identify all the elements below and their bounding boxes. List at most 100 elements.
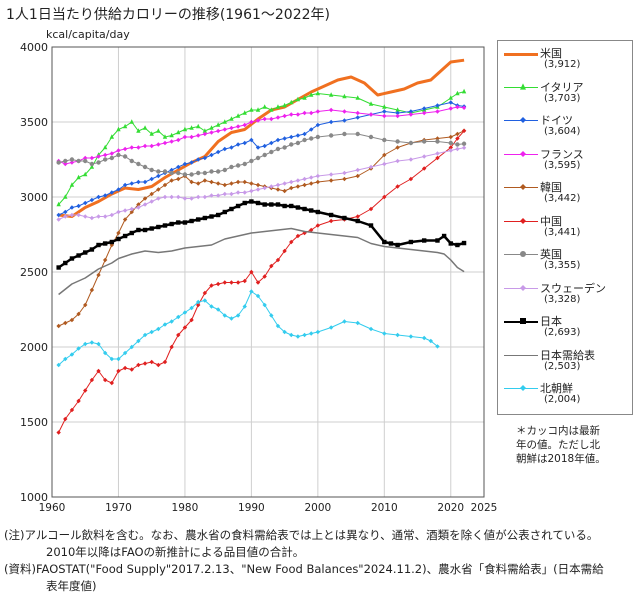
data-point [408, 112, 414, 117]
data-point [461, 105, 467, 110]
legend-entry: ドイツ (3,604) [498, 114, 632, 140]
data-point [156, 173, 161, 179]
data-point [355, 214, 360, 219]
data-point [169, 178, 174, 183]
data-point [315, 90, 321, 96]
data-point [209, 152, 214, 158]
data-point [136, 145, 141, 150]
data-point [89, 340, 95, 345]
note-line-4: 表年度値) [46, 579, 97, 593]
data-point [342, 131, 347, 137]
data-point [202, 298, 208, 303]
data-point [56, 217, 61, 222]
data-point [69, 212, 75, 218]
data-point [215, 281, 221, 287]
data-point [455, 131, 460, 137]
data-point [355, 110, 360, 116]
data-point [142, 361, 148, 366]
data-point [109, 239, 115, 245]
data-point [76, 174, 81, 180]
data-point [242, 200, 247, 206]
data-point [309, 227, 314, 233]
data-point [275, 202, 281, 207]
data-point [289, 112, 294, 117]
legend-marker [520, 117, 526, 123]
data-point [142, 202, 148, 207]
data-point [269, 140, 274, 146]
legend-entry: 北朝鮮 (2,004) [498, 382, 632, 408]
data-point [262, 185, 267, 191]
data-point [295, 233, 301, 239]
data-point [262, 143, 267, 149]
data-point [96, 160, 101, 165]
data-point [421, 154, 427, 159]
data-point [255, 182, 261, 188]
data-point [76, 212, 81, 218]
data-point [109, 380, 115, 386]
data-point [196, 157, 201, 162]
data-point [269, 107, 274, 112]
data-point [328, 92, 334, 97]
legend-value: (2,693) [544, 327, 581, 338]
data-point [229, 164, 234, 170]
plot-frame [51, 46, 485, 498]
y-tick-label: 2500 [20, 266, 48, 279]
data-point [235, 313, 241, 318]
legend-entry: 日本需給表 (2,503) [498, 349, 632, 375]
data-point [122, 182, 128, 188]
data-point [189, 125, 194, 130]
data-point [328, 133, 334, 138]
data-point [149, 143, 154, 149]
legend-value: (3,703) [544, 92, 581, 104]
data-point [242, 179, 247, 185]
data-point [156, 362, 161, 368]
legend-swatch [504, 354, 538, 356]
legend-value: (3,442) [544, 193, 581, 204]
data-point [309, 331, 314, 336]
data-point [282, 188, 287, 194]
data-point [102, 241, 108, 246]
y-tick-label: 2000 [20, 341, 48, 354]
data-point [89, 247, 95, 252]
legend-marker [520, 385, 526, 391]
data-point [455, 142, 460, 147]
data-point [129, 158, 134, 164]
data-point [129, 209, 134, 215]
data-point [382, 104, 387, 109]
data-point [295, 96, 301, 102]
data-point [56, 265, 61, 270]
data-point [189, 305, 194, 311]
data-point [222, 191, 227, 197]
data-point [461, 240, 467, 246]
data-point [109, 155, 115, 161]
legend-value: (3,441) [544, 226, 581, 238]
data-point [129, 206, 134, 212]
data-point [136, 202, 141, 207]
data-point [156, 196, 161, 201]
data-point [342, 109, 347, 114]
data-point [83, 171, 88, 177]
legend-footnote: ＊カッコ内は最新年の値。ただし北朝鮮は2018年値。 [516, 425, 606, 465]
data-point [242, 278, 247, 284]
data-point [229, 145, 234, 150]
data-point [302, 95, 307, 100]
data-point [83, 250, 88, 255]
x-tick-label: 2025 [471, 502, 498, 514]
data-point [109, 134, 115, 139]
data-point [102, 152, 108, 158]
data-point [222, 167, 227, 173]
data-point [76, 311, 81, 317]
data-point [282, 113, 287, 119]
data-point [222, 280, 227, 285]
data-point [229, 316, 234, 321]
data-point [149, 199, 154, 204]
data-point [295, 140, 301, 146]
series-line-1 [58, 91, 465, 205]
legend-entry: 韓国 (3,442) [498, 181, 632, 207]
data-point [182, 126, 188, 132]
data-point [89, 215, 95, 221]
data-point [116, 209, 121, 215]
series-line-6 [58, 133, 465, 175]
data-point [83, 388, 88, 393]
series-line-10 [58, 291, 438, 366]
